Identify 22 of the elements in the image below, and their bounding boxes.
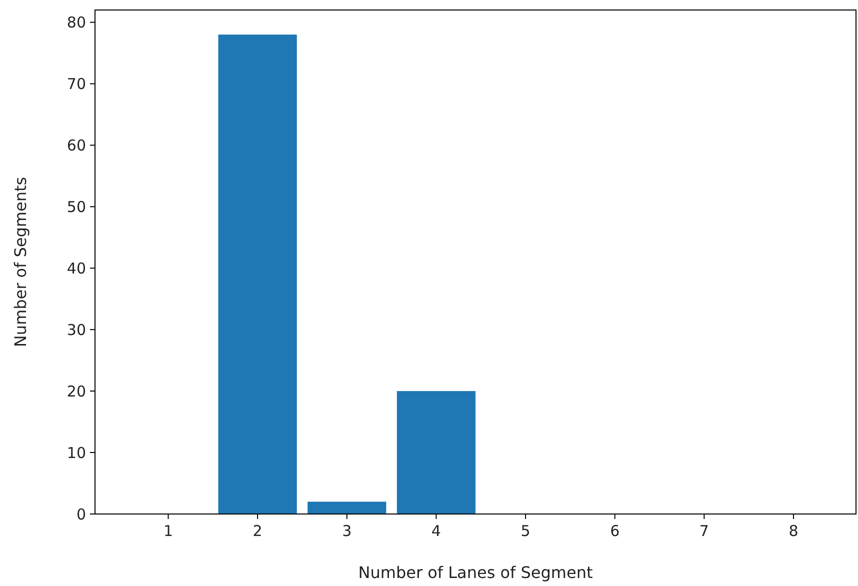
y-axis-title: Number of Segments [11,176,30,348]
y-tick-label: 40 [66,259,86,278]
y-tick-label: 80 [66,14,86,32]
y-tick-label: 50 [66,198,86,216]
y-tick-label: 10 [66,444,86,462]
bar [218,34,297,514]
x-tick-label: 5 [520,522,530,540]
y-tick-label: 60 [66,136,86,154]
x-tick-label: 8 [788,522,798,540]
bar [308,502,386,514]
x-tick-label: 7 [699,522,709,540]
x-tick-label: 1 [163,522,174,540]
y-tick-label: 0 [76,505,86,524]
y-tick-label: 20 [66,382,86,400]
x-tick-label: 2 [252,522,262,540]
x-tick-label: 3 [342,522,352,540]
x-tick-label: 4 [431,522,441,540]
bar [396,391,476,514]
x-axis-title: Number of Lanes of Segment [358,563,593,582]
y-tick-label: 70 [66,75,86,94]
x-tick-label: 6 [610,522,620,540]
y-tick-label: 30 [66,320,86,339]
